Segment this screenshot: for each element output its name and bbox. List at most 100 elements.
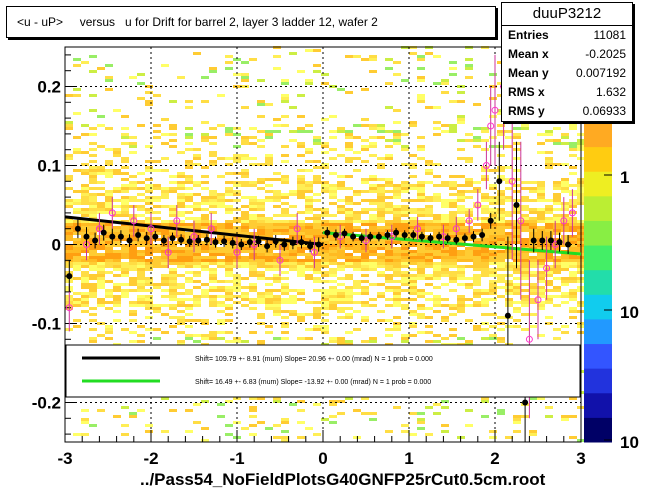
heatmap-bin (193, 208, 201, 211)
heatmap-bin (105, 244, 113, 247)
heatmap-bin (89, 319, 97, 322)
heatmap-bin (217, 403, 225, 406)
magenta-point (517, 217, 525, 225)
stats-divider (502, 25, 632, 26)
heatmap-bin (497, 295, 505, 298)
heatmap-bin (169, 127, 177, 130)
heatmap-bin (73, 259, 81, 262)
heatmap-bin (105, 262, 113, 265)
heatmap-bin (65, 199, 73, 202)
heatmap-bin (297, 175, 305, 178)
heatmap-bin (113, 205, 121, 208)
heatmap-bin (257, 262, 265, 265)
heatmap-bin (161, 133, 169, 136)
heatmap-bin (257, 226, 265, 229)
heatmap-bin (425, 205, 433, 208)
heatmap-bin (441, 79, 449, 82)
heatmap-bin (401, 211, 409, 214)
heatmap-bin (537, 262, 545, 265)
heatmap-bin (241, 304, 249, 307)
heatmap-bin (441, 271, 449, 274)
heatmap-bin (553, 286, 561, 289)
heatmap-bin (105, 148, 113, 151)
heatmap-bin (273, 118, 281, 121)
heatmap-bin (473, 277, 481, 280)
heatmap-bin (481, 178, 489, 181)
heatmap-bin (489, 337, 497, 340)
heatmap-bin (153, 256, 161, 259)
heatmap-bin (353, 259, 361, 262)
heatmap-bin (505, 241, 513, 244)
heatmap-bin (81, 124, 89, 127)
heatmap-bin (313, 160, 321, 163)
heatmap-bin (89, 289, 97, 292)
heatmap-bin (417, 208, 425, 211)
heatmap-bin (129, 235, 137, 238)
heatmap-bin (209, 256, 217, 259)
heatmap-bin (161, 196, 169, 199)
heatmap-bin (473, 241, 481, 244)
black-point (212, 239, 219, 246)
heatmap-bin (457, 235, 465, 238)
heatmap-bin (137, 256, 145, 259)
heatmap-bin (569, 172, 577, 175)
heatmap-bin (449, 127, 457, 130)
heatmap-bin (417, 277, 425, 280)
heatmap-bin (497, 250, 505, 253)
heatmap-bin (249, 283, 257, 286)
heatmap-bin (481, 220, 489, 223)
heatmap-bin (385, 154, 393, 157)
heatmap-bin (489, 271, 497, 274)
heatmap-bin (129, 229, 137, 232)
heatmap-bin (305, 223, 313, 226)
heatmap-bin (137, 97, 145, 100)
heatmap-bin (185, 100, 193, 103)
heatmap-bin (177, 316, 185, 319)
heatmap-bin (169, 229, 177, 232)
heatmap-bin (505, 283, 513, 286)
heatmap-bin (377, 199, 385, 202)
heatmap-bin (401, 163, 409, 166)
heatmap-bin (433, 121, 441, 124)
heatmap-bin (481, 130, 489, 133)
heatmap-bin (377, 310, 385, 313)
heatmap-bin (441, 424, 449, 427)
heatmap-bin (441, 217, 449, 220)
heatmap-bin (545, 220, 553, 223)
heatmap-bin (297, 154, 305, 157)
heatmap-bin (417, 199, 425, 202)
heatmap-bin (241, 256, 249, 259)
heatmap-bin (257, 205, 265, 208)
heatmap-bin (417, 196, 425, 199)
heatmap-bin (441, 82, 449, 85)
heatmap-bin (161, 232, 169, 235)
heatmap-bin (497, 166, 505, 169)
heatmap-bin (529, 271, 537, 274)
heatmap-bin (337, 88, 345, 91)
heatmap-bin (441, 406, 449, 409)
heatmap-bin (81, 244, 89, 247)
heatmap-bin (137, 340, 145, 343)
heatmap-bin (225, 286, 233, 289)
heatmap-bin (89, 274, 97, 277)
heatmap-bin (409, 217, 417, 220)
heatmap-bin (553, 244, 561, 247)
heatmap-bin (361, 262, 369, 265)
heatmap-bin (161, 118, 169, 121)
heatmap-bin (569, 238, 577, 241)
heatmap-bin (113, 226, 121, 229)
heatmap-bin (313, 214, 321, 217)
heatmap-bin (313, 178, 321, 181)
heatmap-bin (233, 340, 241, 343)
heatmap-bin (281, 265, 289, 268)
heatmap-bin (481, 298, 489, 301)
heatmap-bin (481, 196, 489, 199)
heatmap-bin (433, 340, 441, 343)
heatmap-bin (153, 229, 161, 232)
heatmap-bin (457, 190, 465, 193)
heatmap-bin (513, 301, 521, 304)
heatmap-bin (273, 400, 281, 403)
heatmap-bin (409, 412, 417, 415)
heatmap-bin (265, 265, 273, 268)
heatmap-bin (225, 190, 233, 193)
